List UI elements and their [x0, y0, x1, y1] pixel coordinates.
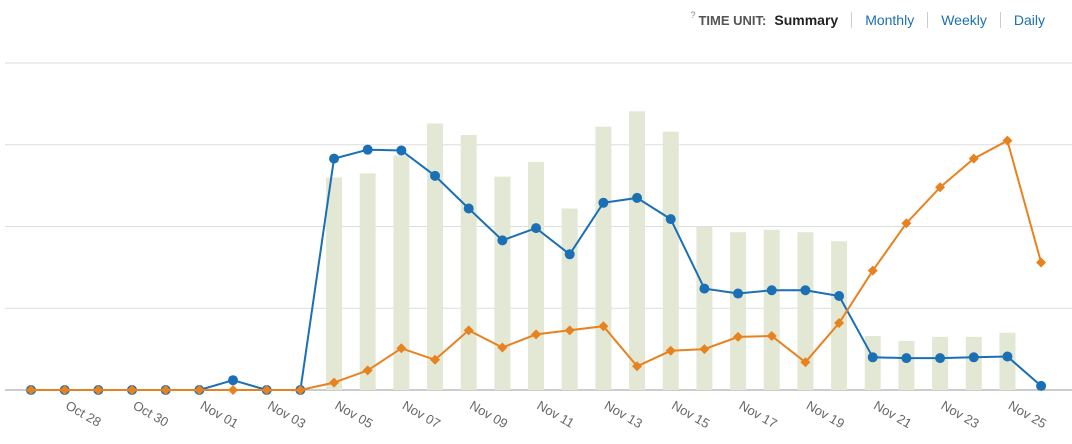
marker	[834, 290, 845, 301]
marker	[362, 144, 373, 155]
time-unit-option[interactable]: Weekly	[927, 12, 1000, 28]
marker	[531, 329, 542, 340]
marker	[228, 385, 239, 395]
marker	[867, 265, 878, 276]
marker	[632, 192, 643, 203]
time-unit-option[interactable]: Summary	[774, 12, 839, 28]
marker	[766, 331, 777, 342]
time-unit-bar: ? TIME UNIT: Summary Monthly Weekly Daily	[690, 10, 1058, 30]
marker	[733, 288, 744, 299]
marker	[564, 249, 575, 260]
x-tick-label: Nov 11	[535, 398, 577, 431]
marker	[665, 214, 676, 225]
marker	[329, 153, 340, 164]
marker	[430, 354, 441, 365]
marker	[1036, 257, 1047, 268]
marker	[901, 218, 912, 229]
marker	[598, 321, 609, 332]
marker	[463, 325, 474, 336]
marker	[935, 353, 946, 364]
marker	[497, 342, 508, 353]
marker	[497, 235, 508, 246]
help-icon[interactable]: ?	[690, 10, 696, 20]
bar	[864, 336, 881, 390]
marker	[632, 361, 643, 372]
bar	[797, 232, 814, 390]
marker	[127, 385, 138, 395]
bar	[965, 336, 982, 390]
marker	[867, 352, 878, 363]
bar	[730, 232, 747, 390]
bar	[561, 208, 578, 390]
x-tick-label: Nov 03	[265, 398, 308, 432]
marker	[834, 317, 845, 328]
x-tick-label: Nov 09	[467, 398, 510, 432]
time-unit-option[interactable]: Daily	[999, 12, 1058, 28]
marker	[430, 170, 441, 181]
marker	[295, 385, 306, 395]
marker	[160, 385, 171, 395]
marker	[699, 344, 710, 355]
marker	[531, 223, 542, 234]
marker	[699, 283, 710, 294]
marker	[362, 365, 373, 376]
x-tick-label: Nov 15	[669, 398, 712, 432]
x-tick-label: Nov 13	[602, 398, 645, 432]
marker	[968, 153, 979, 164]
x-tick-label: Nov 23	[939, 398, 982, 432]
marker	[1002, 351, 1013, 362]
marker	[935, 182, 946, 193]
x-tick-label: Oct 28	[63, 398, 104, 430]
marker	[733, 331, 744, 342]
bar	[932, 336, 949, 390]
marker	[766, 285, 777, 296]
bar	[595, 126, 612, 390]
bar	[662, 131, 679, 391]
bar	[359, 173, 376, 390]
bar	[460, 134, 477, 390]
time-unit-label: TIME UNIT:	[698, 12, 767, 28]
marker	[800, 357, 811, 368]
marker	[463, 203, 474, 214]
marker	[901, 353, 912, 364]
time-unit-option[interactable]: Monthly	[851, 12, 927, 28]
bar	[427, 123, 444, 391]
marker	[598, 197, 609, 208]
bar	[393, 155, 410, 390]
bar	[528, 161, 545, 390]
marker	[396, 343, 407, 354]
bar	[696, 226, 713, 390]
marker	[1002, 135, 1013, 146]
marker	[800, 285, 811, 296]
x-tick-label: Nov 21	[871, 398, 914, 432]
marker	[194, 385, 205, 395]
marker	[1036, 380, 1047, 391]
marker	[329, 377, 340, 388]
marker	[228, 375, 239, 386]
bar	[326, 177, 343, 390]
x-tick-label: Nov 19	[804, 398, 847, 432]
bar	[494, 176, 511, 390]
x-tick-label: Nov 07	[400, 398, 443, 432]
bar	[629, 111, 646, 391]
marker	[665, 345, 676, 356]
marker	[396, 145, 407, 156]
bar	[763, 229, 780, 390]
bar	[898, 340, 915, 390]
marker	[261, 385, 272, 395]
marker	[26, 385, 36, 395]
marker	[59, 385, 70, 395]
marker	[93, 385, 104, 395]
x-tick-label: Nov 01	[198, 398, 241, 432]
bar	[831, 241, 848, 390]
x-tick-label: Oct 30	[131, 398, 172, 430]
x-tick-label: Nov 25	[1006, 398, 1049, 432]
x-tick-label: Nov 05	[333, 398, 376, 432]
marker	[968, 352, 979, 363]
marker	[564, 325, 575, 336]
x-tick-label: Nov 17	[737, 398, 780, 432]
